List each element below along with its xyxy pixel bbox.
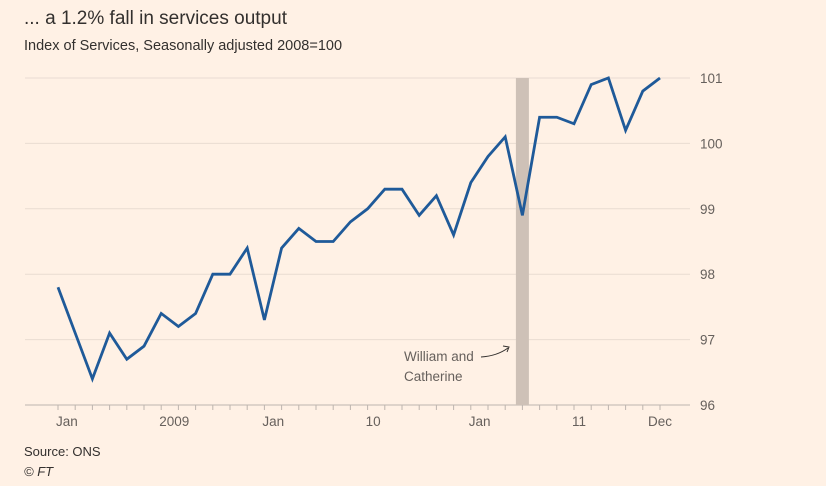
y-tick-label: 99 (700, 202, 715, 217)
chart-subtitle: Index of Services, Seasonally adjusted 2… (24, 38, 343, 54)
x-tick-label: 11 (572, 414, 586, 429)
x-tick-label: 10 (366, 414, 381, 429)
y-tick-label: 98 (700, 267, 715, 282)
x-tick-label: Jan (56, 414, 78, 429)
annotation-arrow (480, 347, 509, 358)
x-tick-label: 2009 (159, 414, 189, 429)
x-tick-label: Dec (648, 414, 672, 429)
highlight-band (515, 78, 529, 405)
copyright: © FT (24, 464, 54, 479)
annotation-arrowhead (502, 345, 510, 353)
series-line (56, 76, 661, 383)
y-tick-label: 101 (700, 71, 723, 86)
y-tick-label: 100 (700, 136, 723, 151)
chart-title: ... a 1.2% fall in services output (24, 8, 287, 29)
y-tick-label: 96 (700, 398, 715, 413)
x-tick-label: Jan (262, 414, 284, 429)
y-tick-label: 97 (700, 333, 715, 348)
x-tick-label: Jan (469, 414, 491, 429)
annotation-text: Catherine (404, 369, 463, 384)
annotation-text: William and (404, 349, 474, 364)
source-note: Source: ONS (24, 444, 101, 459)
